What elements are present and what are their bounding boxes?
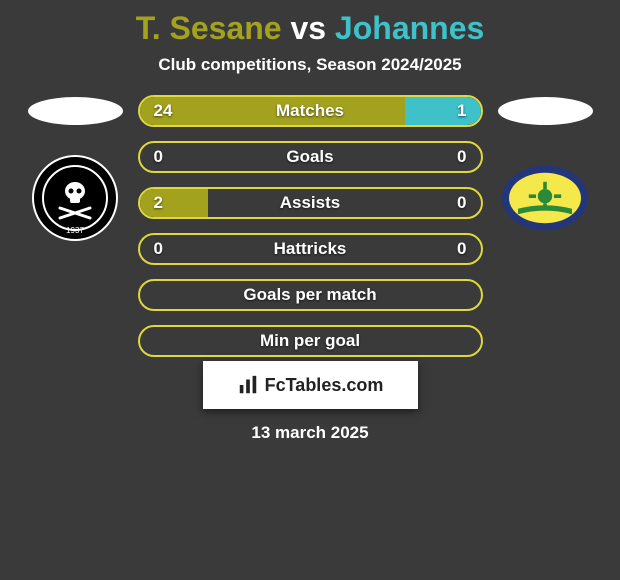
main-row: 1937 24Matches10Goals02Assists00Hattrick…	[0, 95, 620, 357]
right-club-badge	[500, 153, 590, 243]
stat-label: Matches	[140, 101, 481, 121]
right-column	[490, 95, 600, 243]
stat-row: Goals per match	[138, 279, 483, 311]
stat-value-right: 1	[457, 101, 466, 121]
right-flag-icon	[498, 97, 593, 125]
stat-row: 0Hattricks0	[138, 233, 483, 265]
stat-label: Goals	[140, 147, 481, 167]
stat-value-right: 0	[457, 193, 466, 213]
stat-label: Goals per match	[140, 285, 481, 305]
subtitle: Club competitions, Season 2024/2025	[0, 55, 620, 75]
stats-column: 24Matches10Goals02Assists00Hattricks0Goa…	[130, 95, 490, 357]
left-flag-icon	[28, 97, 123, 125]
comparison-card: T. Sesane vs Johannes Club competitions,…	[0, 0, 620, 443]
stat-row: 24Matches1	[138, 95, 483, 127]
stat-label: Hattricks	[140, 239, 481, 259]
brand-badge: FcTables.com	[203, 361, 418, 409]
stat-label: Assists	[140, 193, 481, 213]
brand-text: FcTables.com	[265, 375, 384, 396]
footer-date: 13 march 2025	[251, 423, 368, 443]
stat-row: 2Assists0	[138, 187, 483, 219]
chart-icon	[237, 374, 259, 396]
left-club-badge: 1937	[30, 153, 120, 243]
pirates-badge-icon: 1937	[30, 153, 120, 243]
sundowns-badge-icon	[500, 158, 590, 238]
player2-name: Johannes	[335, 10, 484, 46]
stat-value-right: 0	[457, 147, 466, 167]
left-column: 1937	[20, 95, 130, 243]
stat-row: Min per goal	[138, 325, 483, 357]
player1-name: T. Sesane	[136, 10, 282, 46]
badge-year: 1937	[66, 226, 84, 235]
stat-row: 0Goals0	[138, 141, 483, 173]
stat-label: Min per goal	[140, 331, 481, 351]
stat-value-right: 0	[457, 239, 466, 259]
vs-text: vs	[282, 10, 335, 46]
page-title: T. Sesane vs Johannes	[0, 10, 620, 47]
